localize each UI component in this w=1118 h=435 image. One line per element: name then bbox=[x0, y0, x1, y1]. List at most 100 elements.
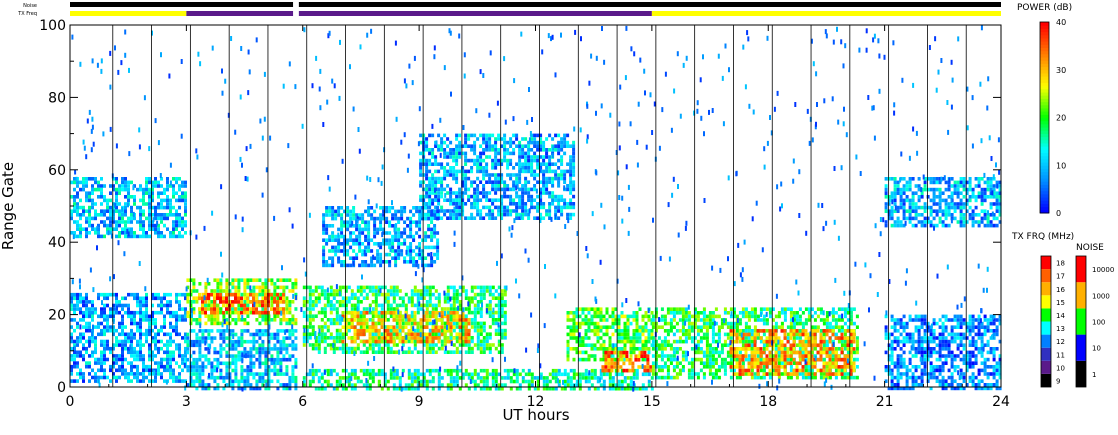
echo-cell bbox=[650, 311, 654, 315]
echo-cell bbox=[198, 354, 202, 358]
echo-cell bbox=[654, 343, 658, 347]
echo-cell bbox=[124, 213, 127, 217]
echo-cell bbox=[100, 191, 103, 195]
echo-cell bbox=[419, 166, 423, 170]
echo-cell bbox=[184, 180, 187, 185]
echo-cell bbox=[163, 321, 166, 326]
echo-cell bbox=[328, 213, 332, 217]
echo-cell bbox=[234, 310, 238, 315]
echo-cell bbox=[641, 357, 645, 362]
echo-cell bbox=[352, 209, 356, 214]
echo-cell bbox=[362, 289, 366, 293]
echo-cell bbox=[198, 282, 202, 286]
echo-cell bbox=[246, 278, 250, 282]
echo-cell bbox=[476, 191, 480, 195]
echo-cell bbox=[386, 292, 390, 297]
echo-cell bbox=[308, 321, 312, 326]
echo-cell bbox=[88, 364, 91, 369]
echo-cell bbox=[431, 368, 435, 373]
echo-cell bbox=[422, 180, 426, 184]
echo-cell bbox=[85, 300, 88, 304]
echo-cell bbox=[136, 328, 139, 333]
echo-cell bbox=[189, 343, 193, 348]
echo-cell bbox=[485, 212, 489, 217]
echo-cell bbox=[175, 216, 178, 221]
echo-cell bbox=[626, 339, 630, 344]
echo-cell bbox=[464, 137, 468, 141]
echo-cell bbox=[461, 202, 465, 206]
echo-cell bbox=[353, 368, 357, 373]
echo-cell bbox=[566, 187, 570, 192]
echo-cell bbox=[485, 166, 489, 170]
echo-cell bbox=[160, 325, 163, 329]
echo-cell bbox=[243, 310, 246, 315]
echo-cell bbox=[672, 318, 676, 322]
echo-cell bbox=[353, 329, 357, 333]
echo-cell bbox=[569, 158, 573, 163]
echo-cell bbox=[157, 227, 160, 231]
echo-cell bbox=[85, 339, 88, 344]
echo-cell bbox=[302, 339, 306, 344]
echo-cell bbox=[377, 303, 381, 308]
echo-cell bbox=[103, 339, 106, 344]
echo-cell bbox=[654, 375, 658, 380]
echo-cell bbox=[554, 173, 558, 177]
echo-cell bbox=[76, 213, 79, 217]
echo-cell bbox=[494, 137, 498, 141]
echo-cell bbox=[392, 325, 396, 329]
echo-cell bbox=[599, 372, 603, 377]
echo-cell bbox=[270, 332, 274, 337]
echo-cell bbox=[79, 205, 82, 210]
echo-cell bbox=[311, 307, 315, 311]
echo-cell bbox=[279, 292, 283, 297]
echo-cell bbox=[204, 289, 208, 293]
echo-cell bbox=[647, 332, 651, 337]
echo-cell bbox=[452, 148, 456, 152]
echo-cell bbox=[273, 365, 277, 369]
echo-cell bbox=[440, 311, 444, 315]
echo-cell bbox=[255, 329, 259, 333]
echo-cell bbox=[91, 368, 94, 373]
echo-cell bbox=[291, 332, 295, 337]
echo-cell bbox=[145, 187, 148, 192]
echo-cell bbox=[361, 220, 365, 224]
echo-cell bbox=[338, 336, 342, 340]
echo-cell bbox=[650, 376, 654, 380]
echo-cell bbox=[488, 289, 492, 293]
echo-cell bbox=[542, 158, 546, 163]
echo-cell bbox=[675, 375, 679, 380]
echo-cell bbox=[554, 379, 558, 384]
echo-cell bbox=[635, 376, 639, 380]
echo-cell bbox=[491, 184, 495, 188]
echo-cell bbox=[222, 300, 225, 304]
echo-cell bbox=[379, 263, 383, 268]
echo-cell bbox=[142, 234, 145, 239]
echo-cell bbox=[602, 386, 606, 391]
echo-cell bbox=[322, 224, 326, 228]
echo-cell bbox=[467, 332, 471, 337]
echo-cell bbox=[243, 375, 247, 380]
echo-cell bbox=[518, 155, 522, 159]
echo-cell bbox=[569, 329, 573, 333]
echo-cell bbox=[323, 310, 327, 315]
echo-cell bbox=[397, 216, 401, 221]
echo-cell bbox=[350, 368, 354, 373]
echo-cell bbox=[364, 224, 368, 228]
echo-cell bbox=[569, 318, 573, 322]
echo-cell bbox=[112, 332, 115, 337]
echo-cell bbox=[112, 213, 115, 217]
echo-cell bbox=[527, 144, 531, 148]
echo-cell bbox=[240, 303, 243, 308]
echo-cell bbox=[530, 169, 534, 174]
echo-cell bbox=[246, 339, 250, 344]
echo-cell bbox=[103, 296, 106, 301]
echo-cell bbox=[151, 328, 154, 333]
echo-cell bbox=[569, 184, 573, 188]
echo-cell bbox=[566, 357, 570, 362]
echo-cell bbox=[85, 180, 88, 185]
echo-cell bbox=[350, 303, 354, 308]
echo-cell bbox=[512, 140, 516, 145]
echo-cell bbox=[344, 310, 348, 315]
echo-cell bbox=[455, 169, 459, 174]
echo-cell bbox=[124, 180, 127, 185]
